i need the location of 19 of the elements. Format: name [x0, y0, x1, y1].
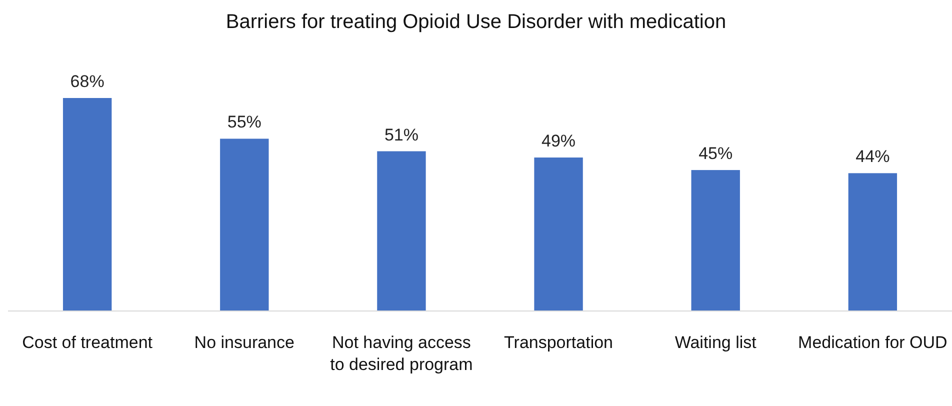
chart-title: Barriers for treating Opioid Use Disorder with medication — [226, 11, 726, 33]
data-label: 55% — [227, 112, 262, 132]
x-tick-label: Waiting list — [674, 333, 757, 352]
bar — [62, 98, 112, 311]
data-label: 45% — [698, 144, 733, 164]
x-tick-label: No insurance — [194, 333, 294, 352]
bar — [377, 151, 426, 311]
x-tick-label: Transportation — [504, 333, 614, 352]
bar — [691, 170, 740, 311]
data-label: 49% — [542, 132, 576, 151]
data-label: 51% — [384, 125, 418, 144]
bar — [220, 138, 269, 311]
data-label: 68% — [70, 72, 104, 91]
x-tick-label: Cost of treatment — [22, 333, 153, 352]
bar — [534, 158, 583, 311]
bar — [848, 173, 898, 311]
x-tick-label: Not having access to desired program — [330, 333, 473, 374]
x-tick-label: Medication for OUD — [798, 333, 948, 352]
data-label: 44% — [856, 147, 890, 166]
